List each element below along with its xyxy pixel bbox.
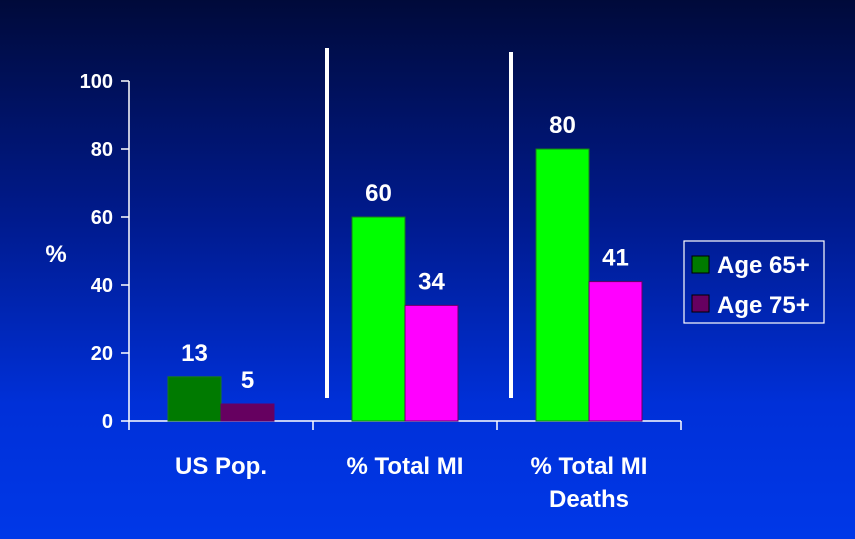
data-labels: 13 60 80 5 34 41 bbox=[181, 112, 629, 394]
y-tick-label: 80 bbox=[91, 139, 113, 161]
x-ticks bbox=[128, 421, 682, 430]
data-label: 34 bbox=[418, 268, 445, 295]
y-axis-title: % bbox=[45, 241, 66, 268]
group-separators bbox=[325, 48, 513, 398]
data-label: 13 bbox=[181, 340, 208, 367]
legend-label-age-75: Age 75+ bbox=[717, 292, 810, 319]
y-tick-label: 0 bbox=[102, 411, 113, 433]
data-label: 41 bbox=[602, 245, 629, 272]
bar-age-75-2 bbox=[588, 281, 643, 422]
bar-age-75-0 bbox=[220, 403, 275, 422]
y-ticks: 0 20 40 60 80 100 bbox=[80, 71, 129, 433]
y-tick-label: 60 bbox=[91, 207, 113, 229]
legend-swatch-age-75 bbox=[691, 294, 710, 313]
category-label: Deaths bbox=[549, 486, 629, 513]
legend-swatch-age-65 bbox=[691, 255, 710, 274]
category-labels: US Pop. % Total MI % Total MI Deaths bbox=[175, 453, 647, 513]
bars bbox=[167, 148, 643, 422]
bar-age-65-1 bbox=[351, 216, 406, 422]
category-label: US Pop. bbox=[175, 453, 267, 480]
legend-box bbox=[683, 240, 825, 324]
legend: Age 65+ Age 75+ bbox=[683, 240, 825, 324]
bar-age-75-1 bbox=[404, 304, 459, 422]
y-tick-label: 40 bbox=[91, 275, 113, 297]
data-label: 60 bbox=[365, 180, 392, 207]
bar-age-65-2 bbox=[535, 148, 590, 422]
legend-label-age-65: Age 65+ bbox=[717, 252, 810, 279]
category-label: % Total MI bbox=[347, 453, 464, 480]
data-label: 5 bbox=[241, 367, 254, 394]
bar-age-65-0 bbox=[167, 376, 222, 422]
y-tick-label: 20 bbox=[91, 343, 113, 365]
category-label: % Total MI bbox=[531, 453, 648, 480]
y-tick-label: 100 bbox=[80, 71, 113, 93]
data-label: 80 bbox=[549, 112, 576, 139]
